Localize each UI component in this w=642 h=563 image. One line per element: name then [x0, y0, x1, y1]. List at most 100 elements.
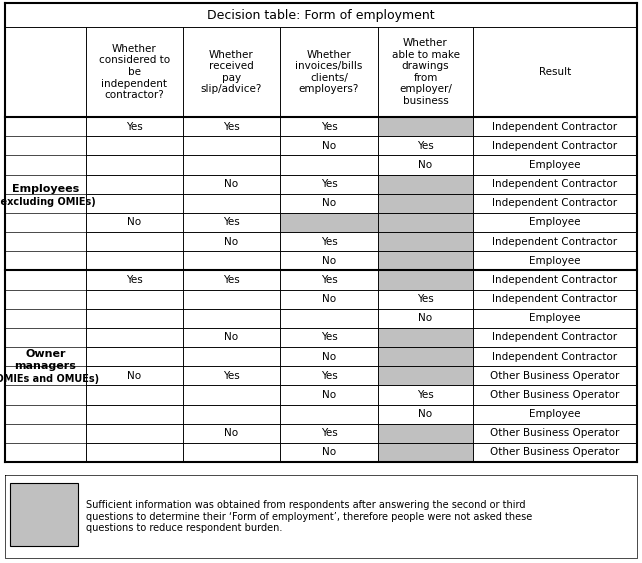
Bar [5, 424, 86, 443]
Text: No: No [225, 332, 239, 342]
Bar [378, 289, 473, 309]
Bar [473, 424, 637, 443]
Text: Yes: Yes [126, 122, 143, 132]
Bar [86, 251, 183, 270]
Bar [378, 232, 473, 251]
Bar [86, 385, 183, 404]
Text: Independent Contractor: Independent Contractor [492, 122, 618, 132]
Bar [280, 328, 378, 347]
Bar [183, 424, 280, 443]
Bar [473, 328, 637, 347]
Bar [183, 136, 280, 155]
Bar [378, 424, 473, 443]
Bar [280, 424, 378, 443]
Text: Other Business Operator: Other Business Operator [490, 390, 620, 400]
Text: Whether
considered to
be
independent
contractor?: Whether considered to be independent con… [99, 44, 170, 100]
Bar [86, 232, 183, 251]
Bar [86, 443, 183, 462]
Bar [5, 251, 86, 270]
Text: Sufficient information was obtained from respondents after answering the second : Sufficient information was obtained from… [86, 500, 532, 533]
Bar [280, 270, 378, 289]
Text: Independent Contractor: Independent Contractor [492, 332, 618, 342]
Bar [183, 213, 280, 232]
Bar [378, 213, 473, 232]
Bar [378, 366, 473, 385]
Bar [378, 443, 473, 462]
Bar [378, 194, 473, 213]
Bar [86, 213, 183, 232]
Bar [183, 309, 280, 328]
Bar [5, 404, 86, 424]
Text: Yes: Yes [223, 122, 240, 132]
Bar [378, 175, 473, 194]
Bar [5, 289, 86, 309]
Bar [5, 117, 86, 270]
Text: Yes: Yes [417, 294, 434, 304]
Bar [5, 309, 86, 328]
Bar [183, 366, 280, 385]
Bar [473, 289, 637, 309]
Text: Yes: Yes [126, 275, 143, 285]
Text: Yes: Yes [320, 332, 338, 342]
Text: No: No [419, 409, 433, 419]
Text: Yes: Yes [223, 275, 240, 285]
Text: Whether
invoices/bills
clients/
employers?: Whether invoices/bills clients/ employer… [295, 50, 363, 95]
Text: No: No [225, 179, 239, 189]
Text: Independent Contractor: Independent Contractor [492, 236, 618, 247]
Text: No: No [128, 371, 142, 381]
Text: No: No [322, 390, 336, 400]
Text: No: No [322, 141, 336, 151]
Bar [183, 155, 280, 175]
Bar [86, 27, 183, 117]
Bar [473, 155, 637, 175]
Bar [473, 213, 637, 232]
Bar [5, 328, 86, 347]
Text: Yes: Yes [417, 390, 434, 400]
Text: Yes: Yes [320, 371, 338, 381]
Bar [280, 213, 378, 232]
Bar [473, 309, 637, 328]
Text: Yes: Yes [223, 217, 240, 227]
Bar [280, 309, 378, 328]
Bar [183, 328, 280, 347]
Bar [473, 175, 637, 194]
Bar [5, 366, 86, 385]
Bar [473, 404, 637, 424]
Bar [378, 117, 473, 136]
Bar [183, 385, 280, 404]
Bar [473, 27, 637, 117]
Bar [86, 404, 183, 424]
Text: Employee: Employee [529, 256, 581, 266]
Text: Employees: Employees [12, 184, 79, 194]
Bar [5, 117, 86, 136]
Text: Independent Contractor: Independent Contractor [492, 179, 618, 189]
Text: No: No [322, 198, 336, 208]
Text: Other Business Operator: Other Business Operator [490, 448, 620, 457]
Bar [378, 155, 473, 175]
Bar [473, 385, 637, 404]
Bar [5, 175, 86, 194]
Bar [280, 443, 378, 462]
Bar [280, 136, 378, 155]
Bar [5, 3, 637, 27]
Bar [183, 175, 280, 194]
Bar [280, 289, 378, 309]
Bar [86, 175, 183, 194]
Bar [280, 175, 378, 194]
Bar [280, 155, 378, 175]
Text: Decision table: Form of employment: Decision table: Form of employment [207, 8, 435, 21]
Text: No: No [419, 313, 433, 323]
Bar [5, 270, 86, 289]
Bar [473, 270, 637, 289]
Bar [473, 347, 637, 366]
Text: Yes: Yes [223, 371, 240, 381]
Text: No: No [322, 351, 336, 361]
Bar [183, 27, 280, 117]
Text: (excluding OMIEs): (excluding OMIEs) [0, 196, 96, 207]
Text: Independent Contractor: Independent Contractor [492, 198, 618, 208]
Bar [378, 328, 473, 347]
Bar [183, 232, 280, 251]
Bar [473, 366, 637, 385]
Bar [473, 251, 637, 270]
Bar [5, 270, 86, 462]
